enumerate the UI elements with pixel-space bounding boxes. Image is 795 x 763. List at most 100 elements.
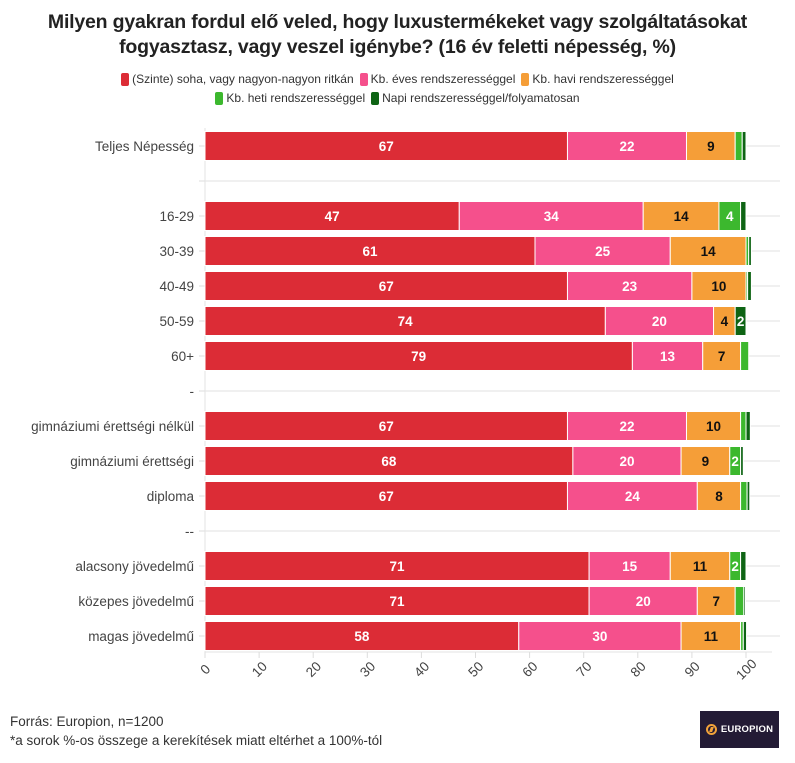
data-label: 30 xyxy=(592,629,607,644)
x-tick-label: 30 xyxy=(357,659,378,680)
chart-title: Milyen gyakran fordul elő veled, hogy lu… xyxy=(0,10,795,60)
category-label: 60+ xyxy=(171,349,194,364)
chart-title-line-1: Milyen gyakran fordul elő veled, hogy lu… xyxy=(47,11,748,33)
data-label: 8 xyxy=(715,489,723,504)
data-label: 20 xyxy=(636,594,651,609)
bar-segment xyxy=(740,481,748,511)
data-label: 10 xyxy=(711,279,726,294)
legend-item-monthly[interactable]: Kb. havi rendszerességgel xyxy=(521,70,674,89)
data-label: 2 xyxy=(737,314,745,329)
legend-swatch-yearly xyxy=(359,73,368,86)
data-label: 47 xyxy=(325,209,340,224)
legend: (Szinte) soha, vagy nagyon-nagyon ritkán… xyxy=(0,70,795,108)
logo-mark-icon xyxy=(705,724,717,735)
x-tick-label: 60 xyxy=(519,659,540,680)
data-label: 23 xyxy=(622,279,638,294)
category-label: közepes jövedelmű xyxy=(78,594,194,609)
data-label: 11 xyxy=(704,629,719,644)
data-label: 20 xyxy=(619,454,634,469)
x-tick-label: 100 xyxy=(733,656,760,683)
data-label: 4 xyxy=(726,209,734,224)
category-label: diploma xyxy=(147,489,195,504)
bar-segment xyxy=(740,201,747,231)
bar-segment xyxy=(734,131,743,161)
data-label: 71 xyxy=(390,594,406,609)
bar-segment xyxy=(572,446,682,476)
data-label: 9 xyxy=(702,454,710,469)
data-label: 13 xyxy=(660,349,676,364)
bar-segment xyxy=(204,201,460,231)
data-label: 20 xyxy=(652,314,667,329)
bar-segment xyxy=(748,236,752,266)
data-label: 68 xyxy=(381,454,397,469)
legend-item-daily[interactable]: Napi rendszerességgel/folyamatosan xyxy=(371,89,580,108)
bar-segment xyxy=(642,201,720,231)
data-label: 58 xyxy=(354,629,370,644)
bar-segment xyxy=(588,551,671,581)
bar-segment xyxy=(740,411,747,441)
data-label: 11 xyxy=(693,559,708,574)
bar-segment xyxy=(204,481,568,511)
x-tick-label: 70 xyxy=(573,659,594,680)
legend-label-monthly: Kb. havi rendszerességgel xyxy=(532,72,674,86)
x-tick-label: 40 xyxy=(411,659,432,680)
bar-segment xyxy=(566,131,687,161)
x-tick-label: 80 xyxy=(628,659,649,680)
legend-row-1: (Szinte) soha, vagy nagyon-nagyon ritkán… xyxy=(0,70,795,89)
bar-segment xyxy=(204,586,590,616)
data-label: 67 xyxy=(379,139,394,154)
category-label: 16-29 xyxy=(159,209,194,224)
bar-segment xyxy=(669,236,747,266)
data-label: 4 xyxy=(721,314,729,329)
category-label: 40-49 xyxy=(159,279,194,294)
bar-segment xyxy=(204,446,574,476)
bar-segment xyxy=(680,621,742,651)
bar-segment xyxy=(746,481,751,511)
bar-segment xyxy=(518,621,682,651)
legend-item-never[interactable]: (Szinte) soha, vagy nagyon-nagyon ritkán xyxy=(121,70,354,89)
bar-segment xyxy=(740,551,747,581)
data-label: 79 xyxy=(411,349,426,364)
legend-label-yearly: Kb. éves rendszerességgel xyxy=(370,72,516,86)
legend-label-weekly: Kb. heti rendszerességgel xyxy=(226,91,366,105)
rounding-note: *a sorok %-os összege a kerekítések miat… xyxy=(10,733,383,748)
legend-label-never: (Szinte) soha, vagy nagyon-nagyon ritkán xyxy=(132,72,354,86)
bar-segment xyxy=(747,271,752,301)
footer: Forrás: Europion, n=1200 *a sorok %-os ö… xyxy=(10,712,382,750)
legend-item-weekly[interactable]: Kb. heti rendszerességgel xyxy=(215,89,365,108)
bar-segment xyxy=(204,411,568,441)
data-label: 15 xyxy=(622,559,638,574)
category-label: 50-59 xyxy=(159,314,194,329)
bar-segment xyxy=(588,586,698,616)
bar-segment xyxy=(604,306,715,336)
legend-swatch-daily xyxy=(371,92,380,105)
legend-row-2: Kb. heti rendszerességgel Napi rendszere… xyxy=(0,89,795,108)
data-label: 61 xyxy=(362,244,378,259)
data-label: 74 xyxy=(398,314,414,329)
bar-segment xyxy=(204,306,606,336)
bar-segment xyxy=(631,341,704,371)
data-label: 25 xyxy=(595,244,611,259)
bar-segment xyxy=(691,271,747,301)
bar-segment xyxy=(742,621,748,651)
category-label: -- xyxy=(185,524,194,539)
category-label: Teljes Népesség xyxy=(95,139,194,154)
data-label: 14 xyxy=(701,244,717,259)
x-tick-label: 0 xyxy=(197,661,213,677)
legend-label-daily: Napi rendszerességgel/folyamatosan xyxy=(382,91,580,105)
bar-segment xyxy=(204,621,520,651)
bar-segment xyxy=(741,131,747,161)
legend-item-yearly[interactable]: Kb. éves rendszerességgel xyxy=(359,70,516,89)
legend-swatch-weekly xyxy=(215,92,224,105)
data-label: 67 xyxy=(379,489,394,504)
chart-title-line-2: fogyasztasz, vagy veszel igénybe? (16 év… xyxy=(119,36,676,58)
bar-segment xyxy=(566,271,693,301)
bar-segment xyxy=(458,201,644,231)
bar-segment xyxy=(204,271,568,301)
bar-segment xyxy=(734,306,747,336)
x-tick-label: 20 xyxy=(303,659,324,680)
category-label: 30-39 xyxy=(159,244,194,259)
bar-segment xyxy=(696,481,742,511)
data-label: 22 xyxy=(619,419,634,434)
europion-logo: EUROPION xyxy=(700,711,779,748)
